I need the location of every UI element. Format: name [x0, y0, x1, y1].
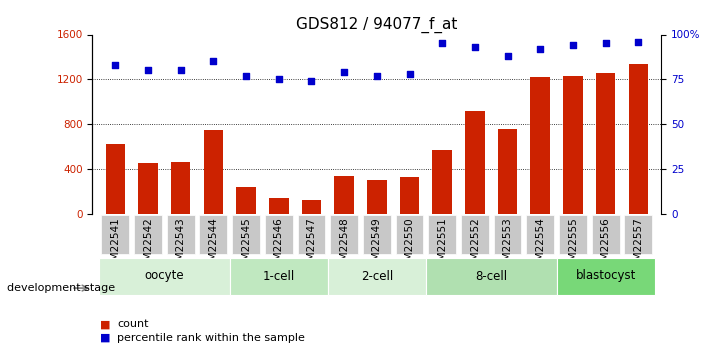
Bar [563, 76, 583, 214]
Text: blastocyst: blastocyst [575, 269, 636, 283]
FancyBboxPatch shape [328, 258, 426, 295]
Text: GSM22546: GSM22546 [274, 217, 284, 274]
Text: GSM22541: GSM22541 [110, 217, 120, 274]
Bar [530, 77, 550, 214]
Bar [400, 177, 419, 214]
Point [142, 68, 154, 73]
Text: development stage: development stage [7, 283, 115, 293]
Text: oocyte: oocyte [144, 269, 184, 283]
Text: GSM22552: GSM22552 [470, 217, 480, 274]
Point [175, 68, 186, 73]
Point [371, 73, 383, 79]
Point [502, 53, 513, 59]
Bar [629, 64, 648, 214]
Point [404, 71, 415, 77]
Text: GSM22548: GSM22548 [339, 217, 349, 274]
Text: GSM22556: GSM22556 [601, 217, 611, 274]
Bar [269, 198, 289, 214]
Text: GSM22557: GSM22557 [634, 217, 643, 274]
Bar [498, 129, 518, 214]
FancyBboxPatch shape [592, 215, 619, 255]
FancyBboxPatch shape [526, 215, 554, 255]
Text: GSM22543: GSM22543 [176, 217, 186, 274]
Text: GSM22551: GSM22551 [437, 217, 447, 274]
Text: GSM22542: GSM22542 [143, 217, 153, 274]
FancyBboxPatch shape [265, 215, 293, 255]
Bar [171, 162, 191, 214]
Point [273, 77, 284, 82]
Text: GSM22553: GSM22553 [503, 217, 513, 274]
Bar [432, 150, 452, 214]
Bar [138, 164, 158, 214]
Text: 8-cell: 8-cell [475, 269, 508, 283]
Bar [465, 111, 485, 214]
FancyBboxPatch shape [363, 215, 391, 255]
Point [633, 39, 644, 45]
FancyBboxPatch shape [461, 215, 488, 255]
Text: count: count [117, 319, 149, 329]
Bar [334, 176, 354, 214]
Text: ■: ■ [100, 319, 110, 329]
FancyBboxPatch shape [298, 215, 326, 255]
Point [240, 73, 252, 79]
Title: GDS812 / 94077_f_at: GDS812 / 94077_f_at [296, 17, 457, 33]
Bar [236, 187, 256, 214]
Text: GSM22549: GSM22549 [372, 217, 382, 274]
FancyBboxPatch shape [134, 215, 162, 255]
Point [535, 46, 546, 52]
Bar [367, 180, 387, 214]
Point [208, 59, 219, 64]
FancyBboxPatch shape [230, 258, 328, 295]
Bar [203, 130, 223, 214]
Text: GSM22555: GSM22555 [568, 217, 578, 274]
FancyBboxPatch shape [395, 215, 424, 255]
Bar [596, 73, 616, 214]
Point [437, 41, 448, 46]
Text: GSM22547: GSM22547 [306, 217, 316, 274]
FancyBboxPatch shape [99, 258, 230, 295]
FancyBboxPatch shape [167, 215, 195, 255]
Point [567, 42, 579, 48]
FancyBboxPatch shape [330, 215, 358, 255]
Text: ■: ■ [100, 333, 110, 343]
FancyBboxPatch shape [426, 258, 557, 295]
Text: 1-cell: 1-cell [262, 269, 295, 283]
Text: GSM22545: GSM22545 [241, 217, 251, 274]
FancyBboxPatch shape [624, 215, 652, 255]
FancyBboxPatch shape [232, 215, 260, 255]
Text: GSM22550: GSM22550 [405, 217, 415, 274]
Point [306, 78, 317, 84]
Text: GSM22544: GSM22544 [208, 217, 218, 274]
Text: GSM22554: GSM22554 [535, 217, 545, 274]
FancyBboxPatch shape [493, 215, 521, 255]
Point [600, 41, 611, 46]
FancyBboxPatch shape [557, 258, 655, 295]
FancyBboxPatch shape [428, 215, 456, 255]
Point [338, 69, 350, 75]
FancyBboxPatch shape [102, 215, 129, 255]
Text: 2-cell: 2-cell [360, 269, 393, 283]
FancyBboxPatch shape [200, 215, 228, 255]
FancyBboxPatch shape [559, 215, 587, 255]
Bar [301, 200, 321, 214]
Point [469, 44, 481, 50]
Point [109, 62, 121, 68]
Bar [105, 144, 125, 214]
Text: percentile rank within the sample: percentile rank within the sample [117, 333, 305, 343]
